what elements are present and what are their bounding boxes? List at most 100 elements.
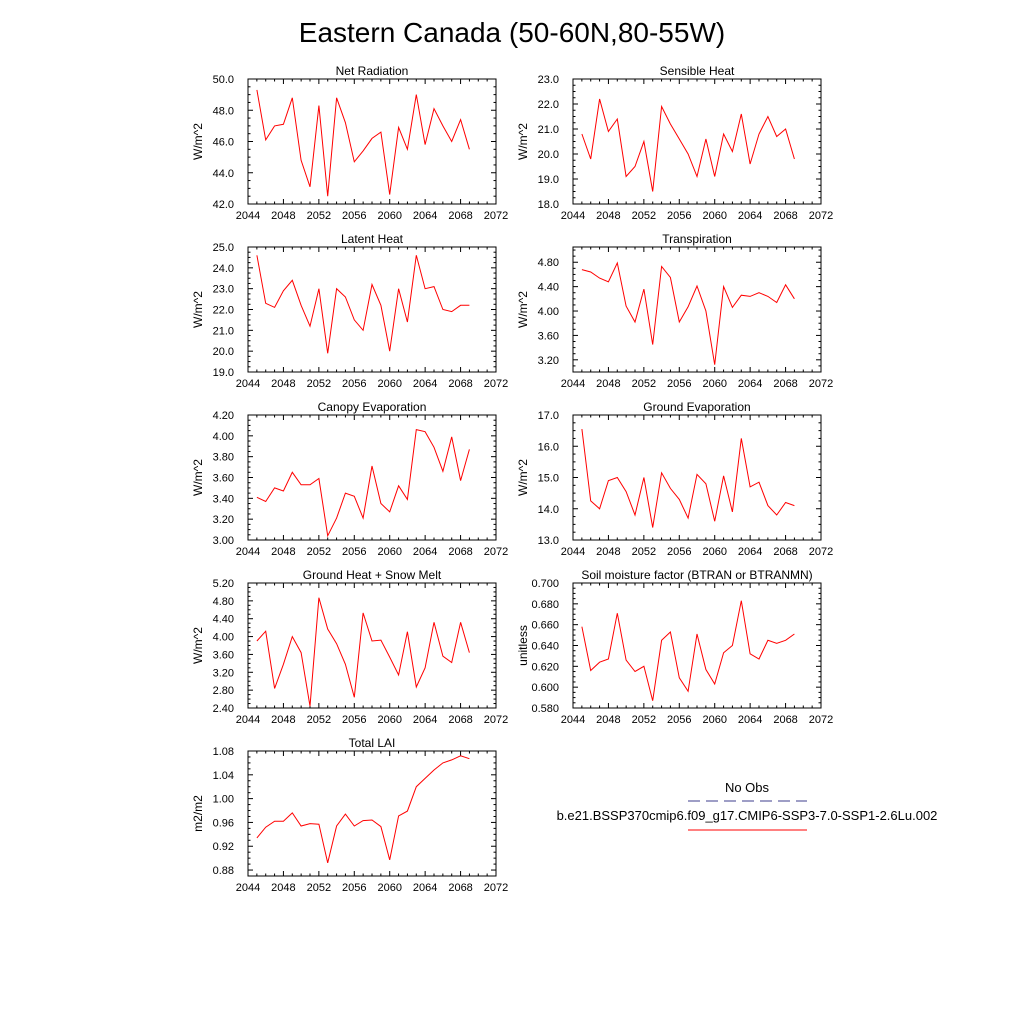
x-tick-label: 2072: [484, 714, 508, 726]
x-tick-label: 2044: [561, 210, 585, 222]
series-line: [256, 428, 470, 538]
y-axis-label: W/m^2: [191, 123, 205, 160]
x-tick-label: 2072: [484, 210, 508, 222]
series-line: [581, 261, 795, 365]
x-tick-label: 2060: [702, 210, 726, 222]
y-tick-label: 20.0: [538, 149, 559, 161]
y-tick-label: 23.0: [213, 284, 234, 296]
x-tick-label: 2068: [773, 210, 797, 222]
y-axis-label: W/m^2: [191, 459, 205, 496]
y-tick-label: 50.0: [213, 74, 234, 86]
panel-2: Latent Heat W/m^2 2044 2048 2052 2056 2060 2064…: [191, 232, 508, 390]
y-tick-label: 2.80: [213, 685, 234, 697]
x-tick-label: 2048: [271, 378, 295, 390]
y-tick-label: 0.640: [531, 641, 559, 653]
x-tick-label: 2060: [702, 714, 726, 726]
x-tick-label: 2044: [236, 210, 260, 222]
y-tick-label: 0.580: [531, 703, 559, 715]
plot-frame: [572, 582, 822, 709]
x-tick-label: 2056: [667, 714, 691, 726]
panel-5: Ground Evaporation W/m^2 2044 2048 2052 2056 2…: [516, 400, 833, 558]
x-tick-label: 2072: [484, 882, 508, 894]
y-tick-label: 0.96: [213, 817, 234, 829]
x-tick-label: 2048: [271, 210, 295, 222]
panel-8: Total LAI m2/m2 2044 2048 2052 2056 2060 2064 20…: [191, 736, 508, 894]
y-tick-label: 48.0: [213, 105, 234, 117]
y-tick-label: 3.20: [538, 355, 559, 367]
y-tick-label: 25.0: [213, 242, 234, 254]
y-tick-label: 13.0: [538, 535, 559, 547]
x-tick-label: 2044: [561, 546, 585, 558]
y-tick-label: 24.0: [213, 263, 234, 275]
x-tick-label: 2044: [561, 714, 585, 726]
x-tick-label: 2068: [448, 378, 472, 390]
panel-title: Soil moisture factor (BTRAN or BTRANMN): [581, 568, 812, 582]
x-tick-label: 2048: [596, 714, 620, 726]
y-tick-label: 16.0: [538, 441, 559, 453]
y-axis-label: W/m^2: [516, 291, 530, 328]
y-tick-label: 17.0: [538, 410, 559, 422]
x-tick-label: 2072: [809, 546, 833, 558]
x-tick-label: 2056: [667, 378, 691, 390]
plot-frame: [572, 78, 822, 205]
y-tick-label: 2.40: [213, 703, 234, 715]
y-tick-label: 21.0: [538, 124, 559, 136]
figure-title: Eastern Canada (50-60N,80-55W): [299, 17, 725, 48]
y-tick-label: 5.20: [213, 578, 234, 590]
x-tick-label: 2052: [632, 714, 656, 726]
y-tick-label: 22.0: [538, 99, 559, 111]
x-tick-label: 2068: [448, 210, 472, 222]
y-axis-label: W/m^2: [191, 291, 205, 328]
y-axis-label: W/m^2: [516, 123, 530, 160]
y-axis-label: W/m^2: [516, 459, 530, 496]
x-tick-label: 2048: [271, 546, 295, 558]
y-tick-label: 3.20: [213, 667, 234, 679]
y-tick-label: 0.620: [531, 661, 559, 673]
series-line: [256, 89, 470, 197]
panel-title: Latent Heat: [341, 232, 404, 246]
x-tick-label: 2044: [236, 378, 260, 390]
y-tick-label: 46.0: [213, 137, 234, 149]
x-tick-label: 2052: [632, 546, 656, 558]
legend: No Obs b.e21.BSSP370cmip6.f09_g17.CMIP6-…: [557, 780, 937, 831]
y-tick-label: 0.92: [213, 841, 234, 853]
panel-title: Total LAI: [349, 736, 396, 750]
x-tick-label: 2064: [413, 378, 437, 390]
x-tick-label: 2052: [307, 378, 331, 390]
x-tick-label: 2052: [307, 882, 331, 894]
x-tick-label: 2060: [377, 546, 401, 558]
x-tick-label: 2068: [448, 546, 472, 558]
x-tick-label: 2064: [738, 714, 762, 726]
x-tick-label: 2064: [413, 714, 437, 726]
x-tick-label: 2056: [342, 714, 366, 726]
legend-obs-label: No Obs: [725, 780, 770, 795]
series-line: [256, 255, 470, 354]
panels: Net Radiation W/m^2 2044 2048 2052 2056 2060 20…: [191, 64, 833, 894]
y-tick-label: 18.0: [538, 199, 559, 211]
y-tick-label: 3.40: [213, 493, 234, 505]
panel-title: Transpiration: [662, 232, 732, 246]
x-tick-label: 2056: [342, 378, 366, 390]
y-tick-label: 15.0: [538, 473, 559, 485]
y-tick-label: 23.0: [538, 74, 559, 86]
y-tick-label: 44.0: [213, 168, 234, 180]
x-tick-label: 2072: [484, 378, 508, 390]
x-tick-label: 2068: [448, 882, 472, 894]
y-tick-label: 42.0: [213, 199, 234, 211]
y-tick-label: 4.00: [538, 306, 559, 318]
y-tick-label: 4.00: [213, 431, 234, 443]
x-tick-label: 2052: [632, 210, 656, 222]
panel-6: Ground Heat + Snow Melt W/m^2 2044 2048 2052…: [191, 568, 508, 726]
x-tick-label: 2056: [342, 882, 366, 894]
x-tick-label: 2044: [236, 714, 260, 726]
x-tick-label: 2064: [738, 546, 762, 558]
y-tick-label: 1.00: [213, 794, 234, 806]
x-tick-label: 2044: [561, 378, 585, 390]
y-tick-label: 0.700: [531, 578, 559, 590]
x-tick-label: 2064: [738, 210, 762, 222]
plot-frame: [247, 246, 497, 373]
x-tick-label: 2064: [413, 210, 437, 222]
plot-frame: [247, 78, 497, 205]
y-tick-label: 3.60: [213, 473, 234, 485]
